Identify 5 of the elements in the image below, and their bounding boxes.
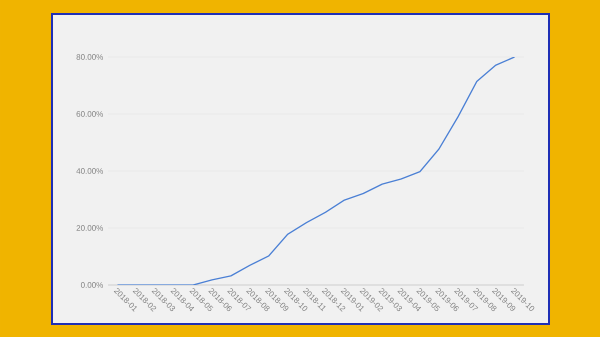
y-tick-label: 40.00%	[76, 168, 104, 174]
y-tick-label: 60.00%	[76, 111, 104, 117]
y-tick-label: 80.00%	[76, 54, 104, 60]
y-tick-label: 0.00%	[80, 282, 104, 288]
y-tick-label: 20.00%	[76, 225, 104, 231]
